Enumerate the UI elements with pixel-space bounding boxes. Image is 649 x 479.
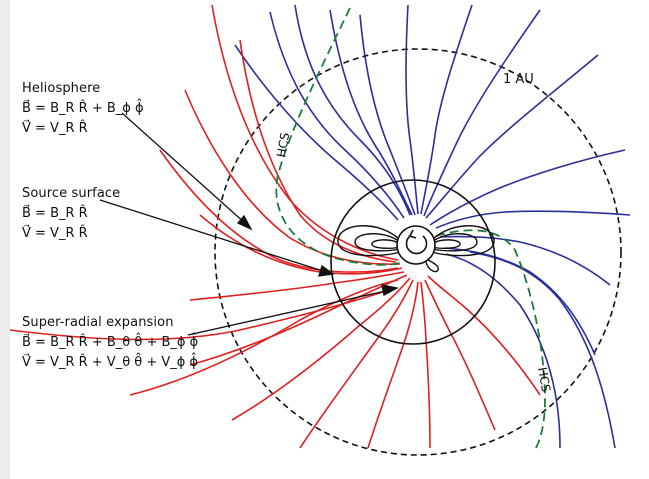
red-field-line: [427, 275, 541, 396]
super-radial-v-equation: V⃗ = V_R R̂ + V_θ θ̂ + V_ϕ ϕ̂: [22, 355, 199, 370]
heliosphere-pointer: [121, 112, 247, 225]
heliospheric-current-sheet: [275, 7, 546, 449]
loop-bottom: [425, 259, 439, 273]
blue-field-line: [439, 235, 611, 286]
source-surface-b-equation: B⃗ = B_R R̂: [22, 206, 88, 221]
heliosphere-v-equation: V⃗ = V_R R̂: [22, 121, 88, 136]
blue-field-line: [420, 4, 473, 215]
source-surface-boundary: [330, 179, 496, 345]
sun-disk: [396, 225, 436, 265]
one-au-label: 1 AU: [503, 72, 534, 87]
red-field-line: [367, 281, 419, 449]
rotation-arrow-icon: [405, 229, 428, 255]
blue-field-line: [269, 11, 405, 219]
blue-field-line: [329, 9, 413, 216]
red-field-line: [159, 149, 399, 273]
pointer-arrows: [99, 112, 399, 336]
source-surface-pointer: [99, 199, 327, 273]
one-au-boundary: [214, 48, 622, 456]
blue-field-line: [234, 44, 399, 221]
loop-right-outer: [431, 225, 495, 257]
loop-right-inner: [431, 239, 461, 249]
blue-field-line: [294, 4, 411, 216]
super-radial-title: Super-radial expansion: [22, 315, 174, 330]
red-field-line: [420, 281, 431, 449]
red-field-line: [9, 287, 396, 341]
loop-left-outer: [337, 225, 401, 257]
red-field-line: [189, 271, 405, 301]
red-field-line: [184, 89, 401, 265]
hcs-line-upper: [275, 7, 401, 266]
blue-field-line: [423, 9, 541, 217]
blue-field-line: [405, 4, 419, 215]
super-radial-pointer: [187, 289, 391, 336]
red-field-line: [211, 4, 399, 261]
super-radial-arrowhead: [381, 284, 399, 296]
blue-field-line: [445, 253, 561, 449]
loop-left-middle: [354, 233, 401, 252]
red-field-line: [239, 39, 397, 263]
hcs-label-upper: HCS: [274, 131, 292, 158]
source-surface-v-equation: V⃗ = V_R R̂: [22, 226, 88, 241]
hcs-line-lower: [435, 229, 546, 449]
source-surface-arrowhead: [318, 264, 335, 277]
hcs-label-lower: HCS: [535, 366, 553, 393]
outward-field-lines: [9, 4, 541, 449]
red-field-line: [299, 279, 414, 449]
super-radial-b-equation: B⃗ = B_R R̂ + B_θ θ̂ + B_ϕ ϕ̂: [22, 335, 199, 350]
blue-field-line: [359, 14, 416, 216]
blue-field-line: [425, 54, 599, 219]
left-margin-bar: [0, 0, 10, 479]
blue-field-line: [429, 149, 626, 226]
blue-field-line: [469, 251, 616, 449]
blue-field-line: [435, 210, 631, 229]
loop-left-inner: [371, 239, 401, 249]
red-field-line: [231, 277, 411, 421]
loop-right-middle: [431, 233, 478, 252]
inward-field-lines: [234, 4, 631, 449]
red-field-line: [129, 279, 399, 396]
heliosphere-arrowhead: [236, 214, 253, 231]
closed-field-loops: [337, 225, 495, 273]
red-field-line: [424, 279, 496, 431]
heliosphere-title: Heliosphere: [22, 81, 101, 96]
heliosphere-b-equation: B⃗ = B_R R̂ + B_ϕ ϕ̂: [22, 101, 144, 116]
source-surface-title: Source surface: [22, 186, 121, 201]
blue-field-line: [444, 247, 596, 356]
